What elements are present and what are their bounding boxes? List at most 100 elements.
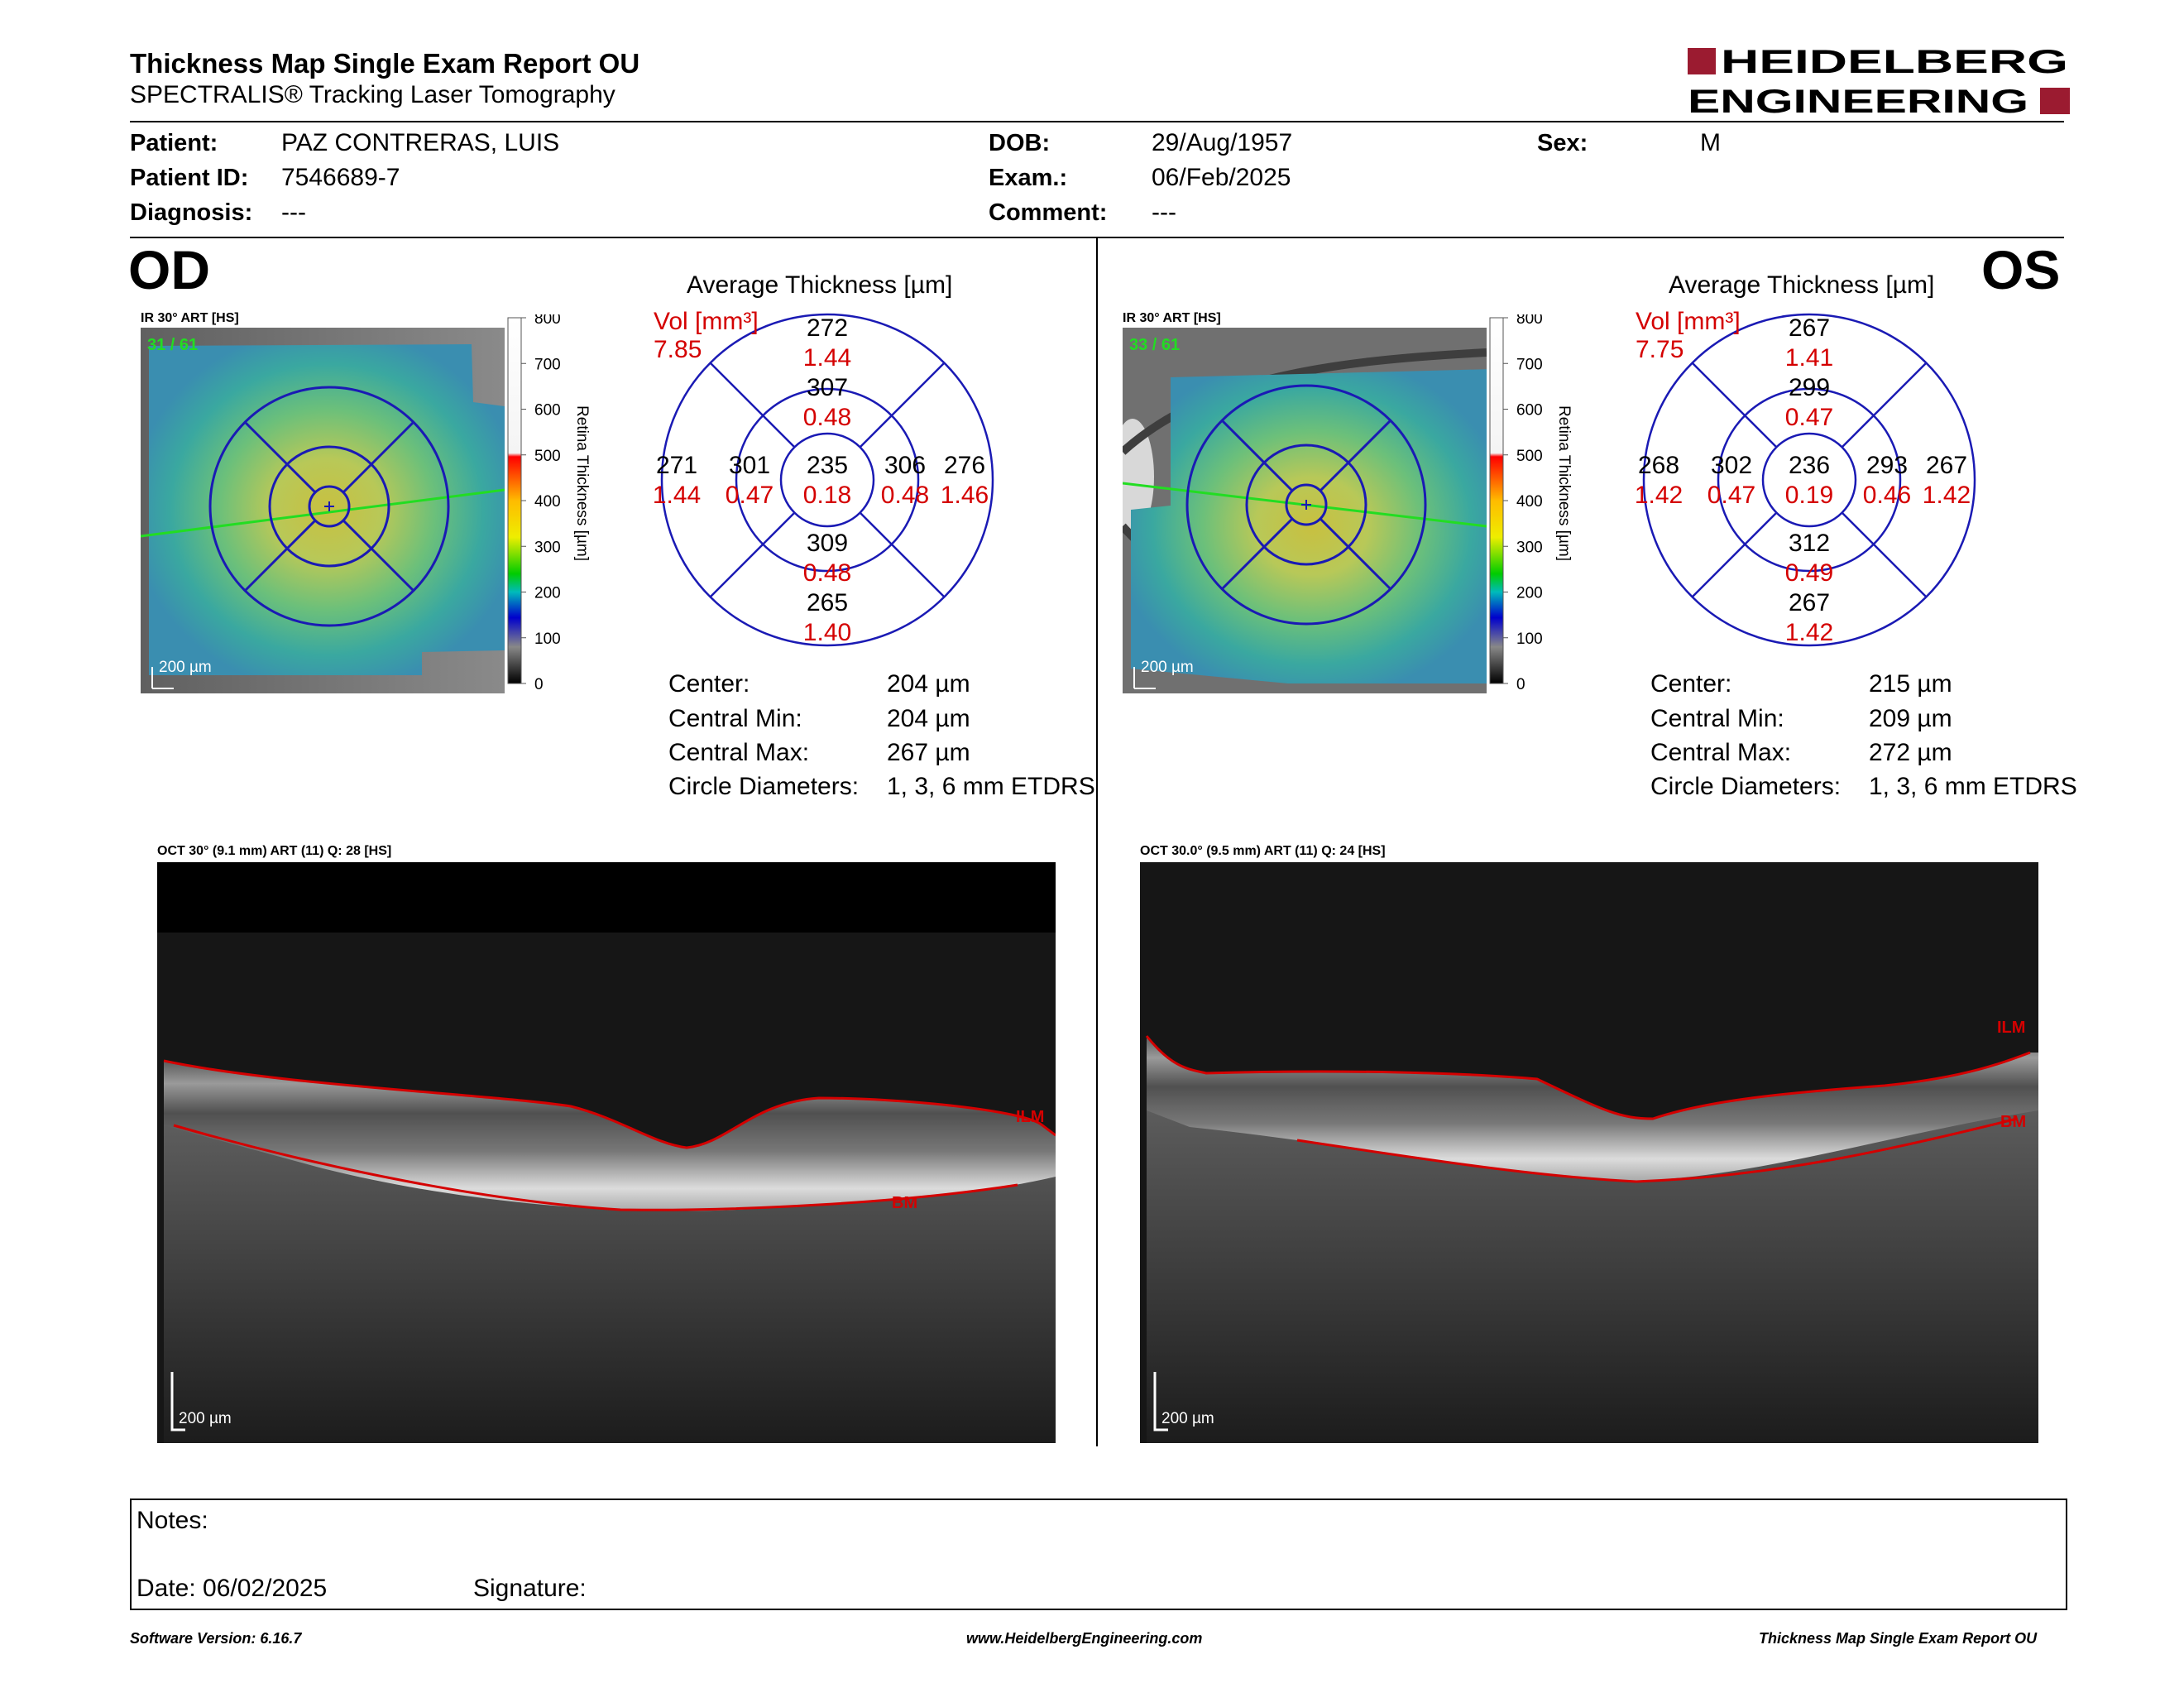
eye-label-od: OD [128, 239, 210, 300]
colorbar-tick-label: 700 [1516, 356, 1543, 373]
od-thickness-map: 31 / 61 200 µm [141, 328, 505, 693]
od-outer-right-thickness: 276 [944, 452, 985, 479]
patient-id-label: Patient ID: [130, 165, 249, 191]
notes-date: Date: 06/02/2025 [136, 1575, 328, 1602]
colorbar-tick-label: 500 [534, 448, 561, 465]
sex-value: M [1700, 129, 1721, 156]
os-ir-counter: 33 / 61 [1129, 336, 1180, 354]
od-outer-right-volume: 1.46 [941, 482, 989, 509]
os-ilm-label: ILM [1997, 1019, 2025, 1037]
od-stat-min-label: Central Min: [668, 705, 802, 732]
od-colorbar-ticks: 800 700 600 500 400 300 200 100 0 [521, 314, 561, 693]
colorbar-tick-label: 300 [534, 539, 561, 556]
od-avg-title: Average Thickness [µm] [687, 271, 953, 299]
os-colorbar-label: Retina Thickness [µm] [1555, 405, 1573, 561]
os-inner-inf-volume: 0.49 [1785, 559, 1833, 587]
patient-name: PAZ CONTRERAS, LUIS [281, 129, 560, 156]
os-inner-right-thickness: 293 [1866, 452, 1908, 479]
footer-software-version: Software Version: 6.16.7 [130, 1630, 302, 1647]
os-stat-center-label: Center: [1650, 670, 1732, 698]
os-inner-sup-thickness: 299 [1789, 374, 1830, 401]
os-inner-left-thickness: 302 [1711, 452, 1752, 479]
header-rule [130, 121, 2064, 122]
colorbar-tick-label: 100 [1516, 631, 1543, 648]
os-outer-right-volume: 1.42 [1923, 482, 1971, 509]
od-bm-label: BM [892, 1194, 917, 1212]
od-outer-left-thickness: 271 [656, 452, 697, 479]
od-oct-bscan: ILM BM 200 µm [157, 862, 1056, 1443]
eye-separator [1096, 238, 1098, 1446]
eye-label-os: OS [1981, 239, 2061, 300]
footer-website[interactable]: www.HeidelbergEngineering.com [966, 1630, 1203, 1647]
svg-text:ENGINEERING: ENGINEERING [1688, 84, 2028, 119]
colorbar-tick-label: 500 [1516, 448, 1543, 465]
od-inner-left-thickness: 301 [729, 452, 770, 479]
colorbar-tick-label: 600 [534, 402, 561, 420]
os-inner-left-volume: 0.47 [1707, 482, 1755, 509]
dob-value: 29/Aug/1957 [1152, 129, 1293, 156]
comment-label: Comment: [989, 199, 1108, 226]
report-subtitle: SPECTRALIS® Tracking Laser Tomography [130, 81, 615, 108]
os-oct-bscan: ILM BM 200 µm [1140, 862, 2038, 1443]
od-etdrs-grid: 272 1.44 307 0.48 235 0.18 271 1.44 301 … [654, 313, 994, 647]
os-outer-right-thickness: 267 [1926, 452, 1967, 479]
os-stat-center-value: 215 µm [1869, 670, 1952, 698]
od-inner-left-volume: 0.47 [726, 482, 774, 509]
od-ilm-label: ILM [1016, 1108, 1044, 1126]
od-colorbar-label: Retina Thickness [µm] [573, 405, 591, 561]
dob-label: DOB: [989, 130, 1051, 156]
od-stat-center-label: Center: [668, 670, 750, 698]
colorbar-tick-label: 800 [1516, 314, 1543, 328]
os-stat-max-label: Central Max: [1650, 739, 1792, 766]
colorbar-tick-label: 0 [534, 676, 544, 693]
os-center-volume: 0.19 [1785, 482, 1833, 509]
report-title: Thickness Map Single Exam Report OU [130, 48, 640, 79]
patient-rule [130, 237, 2064, 238]
od-ir-counter: 31 / 61 [147, 336, 198, 354]
od-center-thickness: 235 [807, 452, 848, 479]
od-vol-value: 7.85 [654, 336, 702, 363]
patient-label: Patient: [130, 130, 218, 156]
od-vol-label: Vol [mm³] [654, 308, 759, 335]
od-stat-max-label: Central Max: [668, 739, 810, 766]
colorbar-tick-label: 800 [534, 314, 561, 328]
os-bm-label: BM [2000, 1113, 2026, 1131]
os-stat-min-label: Central Min: [1650, 705, 1784, 732]
od-center-volume: 0.18 [803, 482, 851, 509]
od-outer-inf-thickness: 265 [807, 589, 848, 616]
os-ir-caption: IR 30° ART [HS] [1123, 311, 1221, 325]
od-oct-caption: OCT 30° (9.1 mm) ART (11) Q: 28 [HS] [157, 844, 392, 858]
os-stat-max-value: 272 µm [1869, 739, 1952, 766]
os-avg-title: Average Thickness [µm] [1669, 271, 1935, 299]
od-oct-scale: 200 µm [179, 1410, 232, 1427]
exam-date: 06/Feb/2025 [1152, 164, 1291, 191]
od-inner-inf-volume: 0.48 [803, 559, 851, 587]
svg-text:HEIDELBERG: HEIDELBERG [1721, 45, 2068, 80]
os-outer-sup-volume: 1.41 [1785, 344, 1833, 372]
os-outer-inf-thickness: 267 [1789, 589, 1830, 616]
os-stat-diam-label: Circle Diameters: [1650, 773, 1842, 800]
diagnosis-label: Diagnosis: [130, 199, 253, 226]
od-inner-right-volume: 0.48 [881, 482, 929, 509]
colorbar-tick-label: 400 [534, 493, 561, 511]
os-etdrs-grid: 267 1.41 299 0.47 236 0.19 268 1.42 302 … [1636, 313, 1976, 647]
os-map-scale: 200 µm [1141, 659, 1194, 676]
signature-label: Signature: [473, 1575, 587, 1602]
colorbar-tick-label: 600 [1516, 402, 1543, 420]
od-outer-sup-thickness: 272 [807, 314, 848, 342]
colorbar-tick-label: 0 [1516, 676, 1525, 693]
colorbar-tick-label: 100 [534, 631, 561, 648]
colorbar-tick-label: 700 [534, 356, 561, 373]
diagnosis-value: --- [281, 199, 306, 226]
comment-value: --- [1152, 199, 1176, 226]
os-stat-diam-value: 1, 3, 6 mm ETDRS [1869, 773, 2077, 800]
os-vol-value: 7.75 [1636, 336, 1684, 363]
sex-label: Sex: [1537, 130, 1588, 156]
od-outer-sup-volume: 1.44 [803, 344, 851, 372]
od-stat-center-value: 204 µm [887, 670, 970, 698]
os-outer-left-volume: 1.42 [1636, 482, 1683, 509]
od-stat-diam-value: 1, 3, 6 mm ETDRS [887, 773, 1095, 800]
colorbar-tick-label: 200 [534, 585, 561, 602]
notes-box[interactable]: Notes: Date: 06/02/2025 Signature: [130, 1499, 2067, 1610]
os-outer-inf-volume: 1.42 [1785, 619, 1833, 646]
